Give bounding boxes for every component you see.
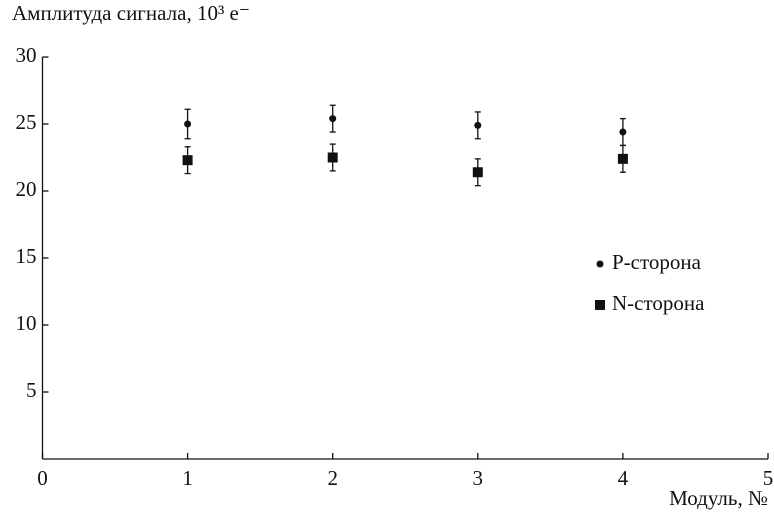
legend-marker (596, 260, 604, 268)
y-axis-label: Амплитуда сигнала, 10³ e⁻ (12, 1, 250, 25)
y-tick-label: 20 (16, 177, 37, 201)
legend-label: N-сторона (612, 291, 705, 315)
y-tick-label: 10 (16, 311, 37, 335)
point (474, 121, 482, 129)
x-tick-label: 1 (182, 466, 193, 490)
point (327, 152, 338, 163)
x-tick-label: 3 (473, 466, 484, 490)
y-tick-label: 25 (16, 110, 37, 134)
x-tick-label: 2 (327, 466, 338, 490)
point (472, 167, 483, 178)
point (184, 120, 192, 128)
x-axis-label: Модуль, № (669, 486, 768, 510)
point (182, 155, 193, 166)
y-tick-label: 30 (16, 43, 37, 67)
y-tick-label: 15 (16, 244, 37, 268)
x-tick-label: 0 (37, 466, 48, 490)
legend-marker (595, 300, 605, 310)
point (619, 128, 627, 136)
y-tick-label: 5 (26, 378, 37, 402)
x-tick-label: 4 (618, 466, 629, 490)
point (617, 153, 628, 164)
legend-label: P-сторона (612, 250, 702, 274)
point (329, 115, 337, 123)
x-tick-label: 5 (763, 466, 774, 490)
